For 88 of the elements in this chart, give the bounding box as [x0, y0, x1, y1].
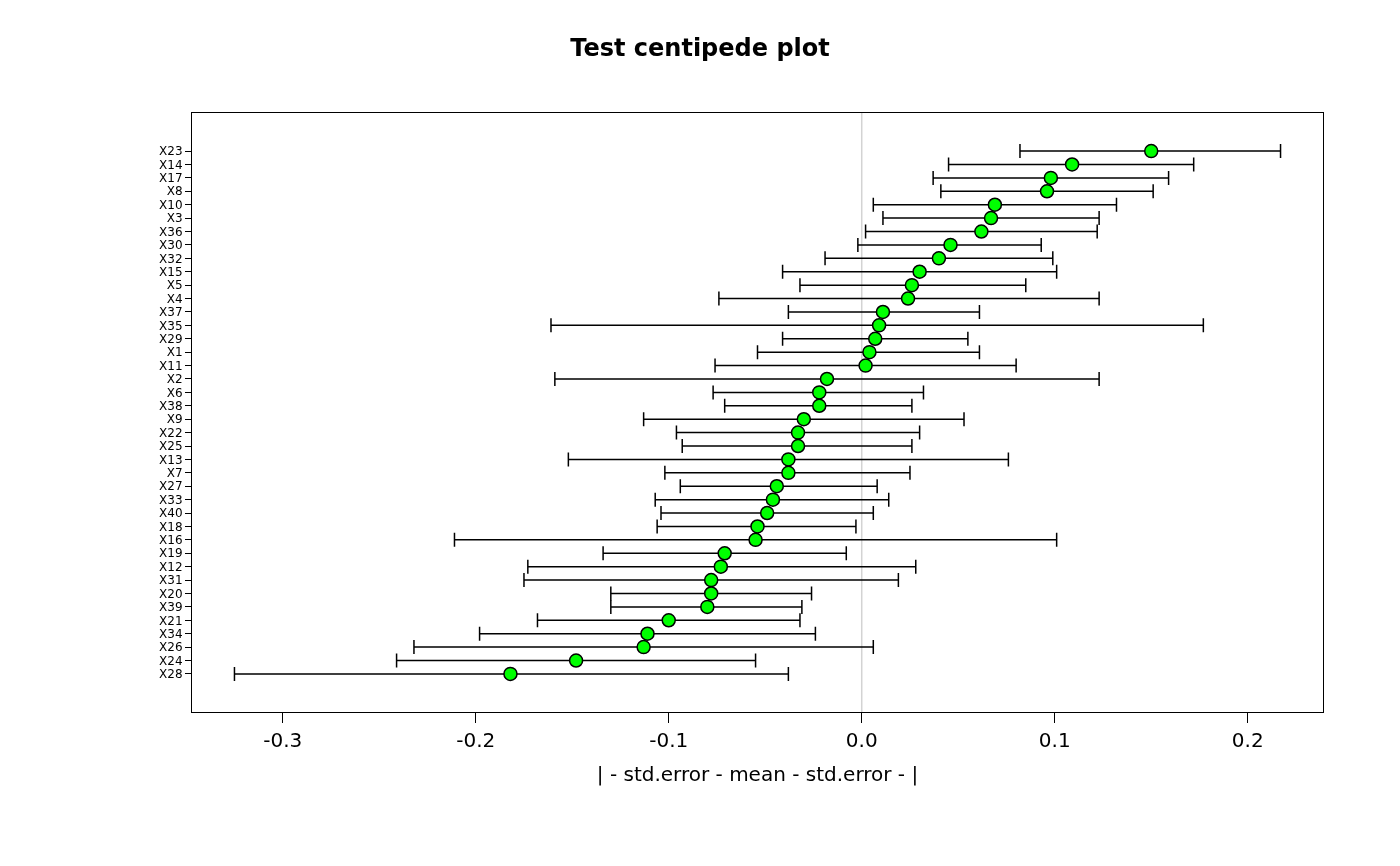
chart-title: Test centipede plot	[570, 33, 830, 62]
x-tick-label: -0.3	[263, 728, 303, 752]
point	[717, 546, 732, 561]
point	[1064, 157, 1080, 172]
point	[661, 613, 676, 628]
y-tick-label: X29	[159, 331, 183, 346]
point	[759, 505, 775, 521]
y-tick-label: X15	[159, 264, 183, 279]
x-tick-label: -0.2	[456, 728, 496, 752]
y-tick-label: X6	[166, 385, 183, 400]
y-tick-label: X22	[159, 425, 183, 440]
y-tick-label: X25	[159, 439, 183, 454]
y-tick-label: X39	[159, 600, 183, 615]
point	[765, 492, 781, 507]
x-tick-label: -0.1	[649, 728, 689, 752]
point	[781, 465, 796, 481]
y-tick-label: X9	[166, 412, 183, 427]
y-tick-label: X28	[159, 667, 183, 682]
point	[703, 572, 719, 588]
y-tick-label: X26	[159, 640, 183, 655]
point	[812, 385, 827, 400]
y-tick-label: X18	[159, 519, 183, 534]
y-tick-label: X36	[159, 224, 183, 239]
point	[568, 653, 584, 668]
point	[713, 559, 729, 574]
y-tick-label: X38	[159, 399, 183, 413]
point	[790, 425, 806, 440]
y-tick-label: X32	[159, 251, 183, 266]
point	[912, 264, 927, 279]
y-tick-label: X23	[159, 144, 183, 159]
point	[700, 599, 715, 615]
y-tick-label: X35	[159, 318, 183, 333]
point	[987, 197, 1003, 212]
y-tick-label: X21	[159, 613, 183, 628]
x-tick-label: 0.2	[1231, 728, 1264, 752]
y-tick-label: X27	[159, 479, 183, 494]
point	[636, 639, 651, 655]
point	[1039, 184, 1055, 199]
point	[904, 277, 920, 293]
point	[781, 452, 796, 467]
y-tick-label: X3	[166, 211, 183, 226]
y-tick-label: X7	[166, 466, 183, 481]
point	[900, 291, 916, 306]
point	[858, 358, 873, 373]
x-tick-label: 0.0	[845, 728, 878, 752]
point	[748, 532, 763, 548]
point	[819, 371, 835, 387]
point	[750, 519, 765, 534]
point	[1143, 143, 1159, 159]
y-tick-label: X40	[159, 506, 183, 521]
y-tick-label: X14	[159, 157, 183, 172]
point	[943, 237, 958, 253]
point	[703, 586, 719, 601]
x-axis-title: | - std.error - mean - std.error - |	[596, 761, 919, 786]
y-tick-label: X12	[159, 559, 183, 574]
y-tick-label: X5	[166, 278, 183, 293]
point	[640, 626, 655, 641]
y-tick-label: X11	[159, 358, 183, 373]
y-tick-label: X13	[159, 452, 183, 467]
y-tick-label: X33	[159, 492, 183, 507]
point	[871, 318, 887, 333]
point	[931, 251, 947, 266]
y-tick-label: X1	[166, 345, 183, 360]
x-tick-label: 0.1	[1038, 728, 1071, 752]
y-tick-label: X2	[166, 372, 183, 387]
point	[974, 224, 989, 239]
y-tick-label: X8	[166, 184, 183, 199]
point	[796, 411, 812, 427]
y-tick-label: X17	[159, 171, 183, 186]
y-tick-label: X16	[159, 533, 183, 548]
point	[812, 398, 827, 414]
y-tick-label: X20	[159, 586, 183, 601]
point	[983, 210, 999, 226]
y-tick-label: X34	[159, 626, 183, 641]
point	[862, 344, 877, 360]
y-tick-label: X19	[159, 546, 183, 561]
y-tick-label: X30	[159, 238, 183, 253]
point	[790, 438, 806, 454]
y-tick-label: X37	[159, 305, 183, 320]
point	[867, 331, 883, 346]
point	[1043, 170, 1059, 186]
point	[503, 666, 518, 682]
y-tick-label: X31	[159, 573, 183, 588]
y-tick-label: X24	[159, 653, 183, 668]
point	[875, 304, 891, 320]
y-tick-label: X4	[166, 291, 183, 306]
point	[769, 478, 785, 494]
y-tick-label: X10	[159, 197, 183, 212]
